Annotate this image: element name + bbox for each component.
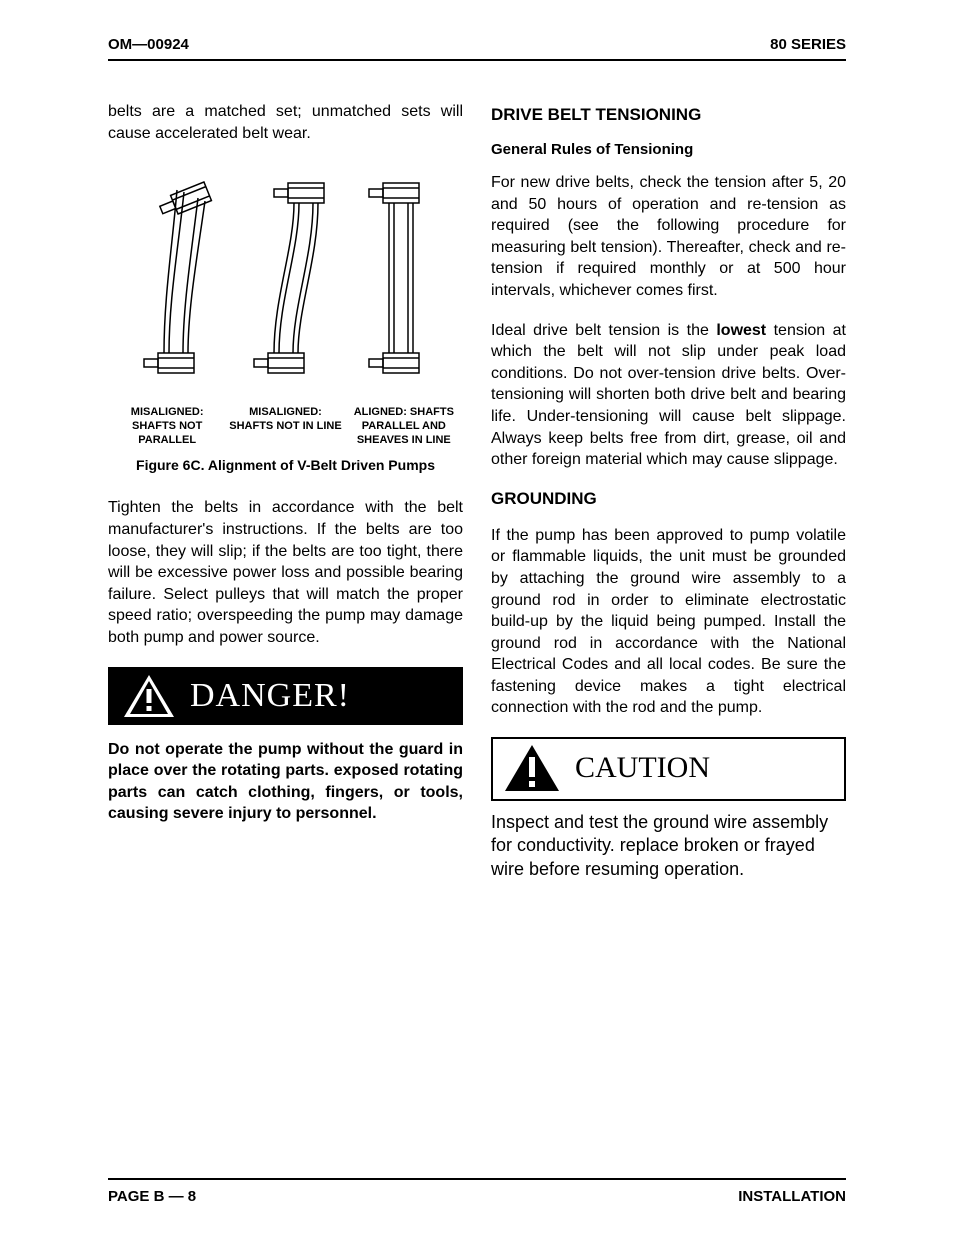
content-columns: belts are a matched set; unmatched sets …	[108, 101, 846, 881]
tensioning-subheading: General Rules of Tensioning	[491, 141, 846, 158]
footer-right: INSTALLATION	[738, 1188, 846, 1205]
figure-label-2: MISALIGNED: SHAFTS NOT IN LINE	[226, 406, 344, 447]
page: OM—00924 80 SERIES belts are a matched s…	[0, 0, 954, 1235]
right-column: DRIVE BELT TENSIONING General Rules of T…	[491, 101, 846, 881]
figure-label-1: MISALIGNED: SHAFTS NOT PARALLEL	[108, 406, 226, 447]
tensioning-para-2-pre: Ideal drive belt tension is the	[491, 322, 716, 339]
tensioning-para-2-bold: lowest	[716, 322, 766, 339]
tensioning-para-2: Ideal drive belt tension is the lowest t…	[491, 320, 846, 471]
danger-body-text: Do not operate the pump without the guar…	[108, 739, 463, 825]
figure-label-3: ALIGNED: SHAFTS PARALLEL AND SHEAVES IN …	[345, 406, 463, 447]
grounding-para: If the pump has been approved to pump vo…	[491, 525, 846, 719]
tensioning-heading: DRIVE BELT TENSIONING	[491, 105, 846, 125]
caution-callout: CAUTION	[491, 737, 846, 801]
left-column: belts are a matched set; unmatched sets …	[108, 101, 463, 881]
caution-banner-text: CAUTION	[575, 751, 710, 785]
danger-banner: DANGER!	[108, 667, 463, 725]
figure-6c: MISALIGNED: SHAFTS NOT PARALLEL MISALIGN…	[108, 168, 463, 473]
figure-labels-row: MISALIGNED: SHAFTS NOT PARALLEL MISALIGN…	[108, 406, 463, 447]
alignment-diagram-svg	[116, 168, 456, 398]
footer-left: PAGE B — 8	[108, 1188, 196, 1205]
header-left: OM—00924	[108, 36, 189, 53]
grounding-heading: GROUNDING	[491, 489, 846, 509]
danger-banner-text: DANGER!	[190, 677, 350, 715]
tensioning-para-1: For new drive belts, check the tension a…	[491, 172, 846, 302]
tensioning-para-2-post: tension at which the belt will not slip …	[491, 322, 846, 469]
page-footer: PAGE B — 8 INSTALLATION	[108, 1178, 846, 1205]
header-right: 80 SERIES	[770, 36, 846, 53]
page-header: OM—00924 80 SERIES	[108, 36, 846, 61]
intro-paragraph: belts are a matched set; unmatched sets …	[108, 101, 463, 144]
figure-caption: Figure 6C. Alignment of V-Belt Driven Pu…	[108, 457, 463, 473]
warning-triangle-icon	[122, 673, 176, 719]
caution-body-text: Inspect and test the ground wire assembl…	[491, 811, 846, 881]
tighten-paragraph: Tighten the belts in accordance with the…	[108, 497, 463, 648]
danger-callout: DANGER!	[108, 667, 463, 725]
caution-triangle-icon	[503, 743, 561, 793]
